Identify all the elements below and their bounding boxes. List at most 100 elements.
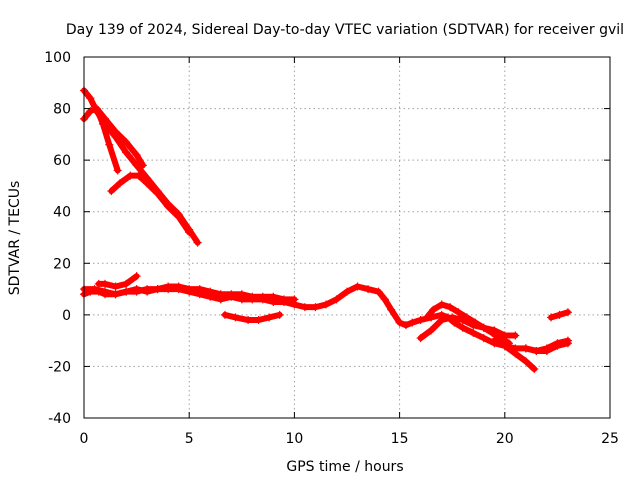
series-line [491,337,538,373]
data-point [387,305,396,314]
series-layer [80,86,572,374]
data-point [86,94,95,103]
data-point [429,305,438,314]
data-point [275,310,284,319]
data-point [437,300,446,309]
data-point [164,202,173,211]
series-s12 [521,336,572,355]
data-point [521,357,530,366]
data-point [244,316,253,325]
data-point [143,179,152,188]
data-point [227,290,236,299]
data-point [446,303,455,312]
data-point [216,290,225,299]
data-point [101,114,110,123]
data-point [174,212,183,221]
series-s11 [490,336,539,374]
data-point [122,138,131,147]
x-tick-label: 20 [496,431,514,447]
x-tick-label: 10 [285,431,303,447]
data-point [115,179,124,188]
data-point [555,310,564,319]
plot-frame [83,56,611,419]
series-s13 [547,308,572,322]
x-axis-label: GPS time / hours [286,459,403,475]
x-tick-label: 0 [80,431,89,447]
data-point [321,300,330,309]
y-tick-label: 100 [44,50,71,66]
data-point [416,334,425,343]
chart-title: Day 139 of 2024, Sidereal Day-to-day VTE… [66,22,624,38]
data-point [279,295,288,304]
data-point [111,127,120,136]
data-point [206,287,215,296]
data-point [195,285,204,294]
data-point [231,313,240,322]
data-point [408,318,417,327]
data-point [92,104,101,113]
data-point [153,285,162,294]
data-point [107,187,116,196]
data-point [265,313,274,322]
data-point [122,279,131,288]
series-s10 [422,300,514,348]
data-point [353,282,362,291]
data-point [479,323,488,332]
data-point [300,303,309,312]
data-point [462,313,471,322]
data-point [542,344,551,353]
y-tick-label: 40 [53,205,71,221]
data-point [521,344,530,353]
data-point [458,323,467,332]
x-tick-label: 15 [391,431,409,447]
data-point [111,282,120,291]
data-point [237,290,246,299]
data-point [416,316,425,325]
data-point [105,140,114,149]
series-s7 [94,272,141,291]
data-point [90,285,99,294]
data-point [258,292,267,301]
data-point [532,346,541,355]
data-point [132,150,141,159]
data-point [500,341,509,350]
data-point [511,349,520,358]
y-tick-label: 80 [53,102,71,118]
data-point [269,292,278,301]
data-point [454,308,463,317]
x-tick-label: 25 [601,431,619,447]
data-point [132,287,141,296]
data-point [290,295,299,304]
data-point [469,328,478,337]
data-point [490,336,499,345]
data-point [471,318,480,327]
data-point [248,292,257,301]
series-s4 [107,171,194,237]
x-tick-labels: 0 5 10 15 20 25 [80,431,619,447]
data-point [111,290,120,299]
data-point [553,339,562,348]
data-point [511,331,520,340]
data-point [374,287,383,296]
y-tick-label: 60 [53,153,71,169]
y-tick-labels: 100 80 60 40 20 0 -20 -40 [44,50,71,427]
series-s8 [220,310,284,325]
data-point [448,313,457,322]
data-point [380,295,389,304]
data-point [364,285,373,294]
data-point [563,336,572,345]
data-point [134,171,143,180]
y-tick-label: -40 [48,411,71,427]
data-point [254,316,263,325]
data-point [132,272,141,281]
series-s3 [92,104,147,170]
data-point [164,282,173,291]
series-line [95,273,140,290]
series-line [93,105,146,169]
data-point [563,308,572,317]
data-point [193,238,202,247]
y-tick-label: 0 [62,308,71,324]
data-point [395,318,404,327]
series-s9 [416,313,520,343]
